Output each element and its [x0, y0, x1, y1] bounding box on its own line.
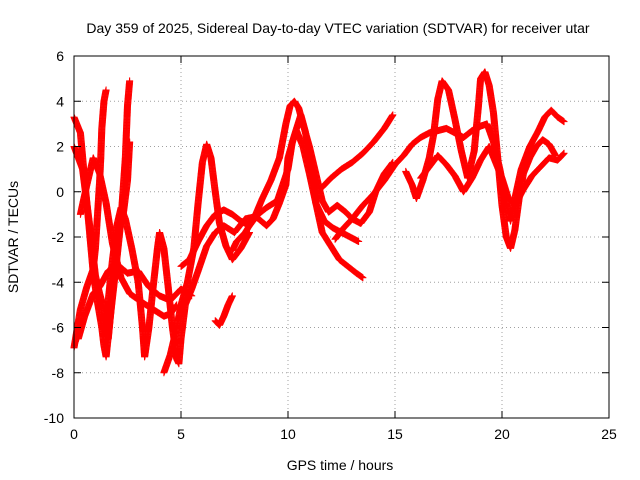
chart-title: Day 359 of 2025, Sidereal Day-to-day VTE…	[86, 20, 590, 36]
data-point	[126, 77, 134, 85]
data-point	[102, 86, 110, 94]
plot-points	[70, 68, 568, 377]
data-point	[126, 138, 134, 146]
